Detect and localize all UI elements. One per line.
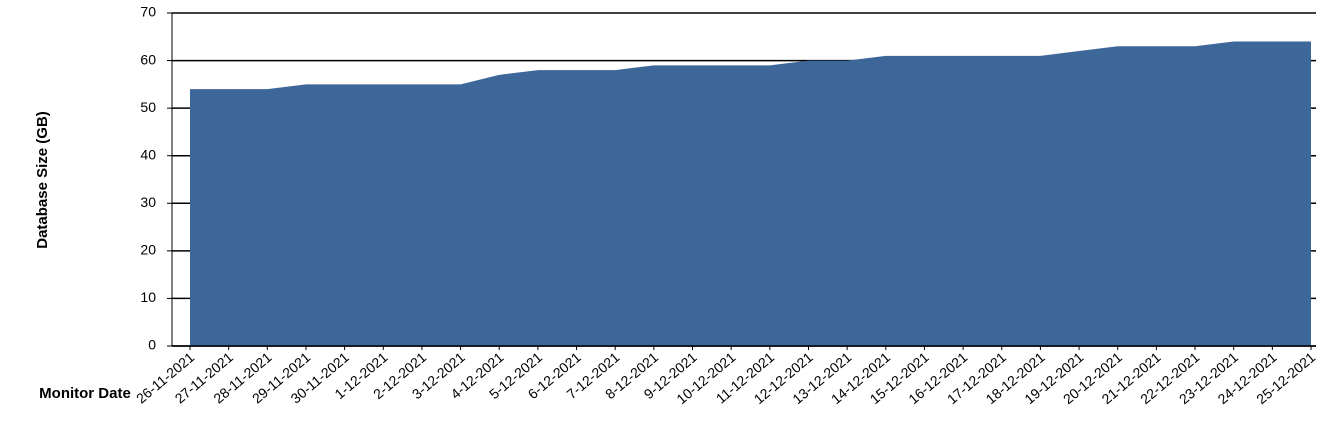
- y-tick-label: 50: [140, 99, 156, 115]
- y-tick-label: 70: [140, 4, 156, 20]
- y-tick-label: 30: [140, 194, 156, 210]
- y-tick-label: 40: [140, 146, 156, 162]
- y-axis-label: Database Size (GB): [34, 111, 51, 249]
- x-axis-label: Monitor Date: [39, 385, 131, 402]
- y-tick-label: 60: [140, 51, 156, 67]
- y-tick-label: 0: [148, 337, 156, 353]
- y-tick-label: 10: [140, 289, 156, 305]
- y-tick-label: 20: [140, 242, 156, 258]
- area: [190, 41, 1311, 347]
